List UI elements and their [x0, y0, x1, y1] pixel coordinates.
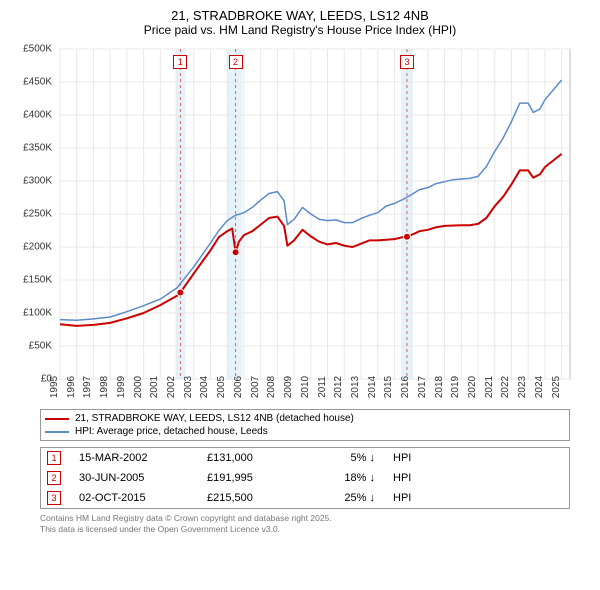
sale-hpi-label: HPI: [393, 472, 433, 484]
x-axis-tick-label: 2005: [216, 376, 227, 398]
x-axis-tick-label: 2016: [400, 376, 411, 398]
sale-hpi-label: HPI: [393, 492, 433, 504]
y-axis-tick-label: £350K: [23, 143, 52, 154]
x-axis-tick-label: 2002: [166, 376, 177, 398]
x-axis-tick-label: 2014: [367, 376, 378, 398]
sale-date: 02-OCT-2015: [79, 492, 189, 504]
legend-swatch: [45, 418, 69, 420]
x-axis-tick-label: 2000: [132, 376, 143, 398]
y-axis-tick-label: £500K: [23, 44, 52, 55]
x-axis-tick-label: 2010: [300, 376, 311, 398]
x-axis-tick-label: 2009: [283, 376, 294, 398]
x-axis-tick-label: 2023: [517, 376, 528, 398]
y-axis-tick-label: £250K: [23, 209, 52, 220]
chart-legend: 21, STRADBROKE WAY, LEEDS, LS12 4NB (det…: [40, 409, 570, 441]
sale-marker-flag: 2: [229, 55, 243, 69]
x-axis-tick-label: 2015: [383, 376, 394, 398]
x-axis-tick-label: 2001: [149, 376, 160, 398]
chart-title: 21, STRADBROKE WAY, LEEDS, LS12 4NB Pric…: [10, 8, 590, 37]
x-axis-tick-label: 2025: [551, 376, 562, 398]
sale-diff: 5% ↓: [315, 452, 375, 464]
sale-marker-flag: 3: [400, 55, 414, 69]
x-axis-tick-label: 2008: [266, 376, 277, 398]
x-axis-tick-label: 2012: [333, 376, 344, 398]
y-axis-tick-label: £100K: [23, 308, 52, 319]
x-axis-tick-label: 2018: [433, 376, 444, 398]
legend-label: HPI: Average price, detached house, Leed…: [75, 426, 268, 437]
x-axis-tick-label: 2024: [534, 376, 545, 398]
y-axis-tick-label: £450K: [23, 77, 52, 88]
legend-row: HPI: Average price, detached house, Leed…: [45, 425, 565, 438]
sale-price: £191,995: [207, 472, 297, 484]
sale-date: 30-JUN-2005: [79, 472, 189, 484]
x-axis-tick-label: 2019: [450, 376, 461, 398]
legend-row: 21, STRADBROKE WAY, LEEDS, LS12 4NB (det…: [45, 412, 565, 425]
x-axis-tick-label: 2022: [500, 376, 511, 398]
x-axis-tick-label: 2021: [484, 376, 495, 398]
legend-label: 21, STRADBROKE WAY, LEEDS, LS12 4NB (det…: [75, 413, 354, 424]
footer-line-1: Contains HM Land Registry data © Crown c…: [40, 513, 570, 524]
sale-row: 3 02-OCT-2015 £215,500 25% ↓ HPI: [41, 488, 569, 508]
x-axis-tick-label: 2007: [250, 376, 261, 398]
footer-attribution: Contains HM Land Registry data © Crown c…: [40, 513, 570, 535]
sale-marker-icon: 2: [47, 471, 61, 485]
sale-row: 2 30-JUN-2005 £191,995 18% ↓ HPI: [41, 468, 569, 488]
sale-diff: 25% ↓: [315, 492, 375, 504]
line-chart-svg: [30, 45, 590, 405]
y-axis-tick-label: £50K: [29, 341, 52, 352]
sale-diff: 18% ↓: [315, 472, 375, 484]
sale-date: 15-MAR-2002: [79, 452, 189, 464]
x-axis-tick-label: 1999: [116, 376, 127, 398]
y-axis-tick-label: £150K: [23, 275, 52, 286]
x-axis-tick-label: 2006: [233, 376, 244, 398]
chart-area: £0£50K£100K£150K£200K£250K£300K£350K£400…: [30, 45, 590, 405]
x-axis-tick-label: 1998: [99, 376, 110, 398]
title-line-1: 21, STRADBROKE WAY, LEEDS, LS12 4NB: [10, 8, 590, 23]
sale-marker-icon: 1: [47, 451, 61, 465]
sales-table: 1 15-MAR-2002 £131,000 5% ↓ HPI 2 30-JUN-2005 £…: [40, 447, 570, 509]
sale-row: 1 15-MAR-2002 £131,000 5% ↓ HPI: [41, 448, 569, 468]
x-axis-tick-label: 1995: [49, 376, 60, 398]
title-line-2: Price paid vs. HM Land Registry's House …: [10, 23, 590, 37]
x-axis-tick-label: 2013: [350, 376, 361, 398]
sale-marker-icon: 3: [47, 491, 61, 505]
sale-marker-flag: 1: [173, 55, 187, 69]
x-axis-tick-label: 1996: [66, 376, 77, 398]
y-axis-tick-label: £200K: [23, 242, 52, 253]
sale-hpi-label: HPI: [393, 452, 433, 464]
x-axis-tick-label: 2011: [317, 376, 328, 398]
x-axis-tick-label: 2004: [199, 376, 210, 398]
y-axis-tick-label: £300K: [23, 176, 52, 187]
x-axis-tick-label: 2003: [183, 376, 194, 398]
x-axis-tick-label: 1997: [82, 376, 93, 398]
footer-line-2: This data is licensed under the Open Gov…: [40, 524, 570, 535]
x-axis-tick-label: 2017: [417, 376, 428, 398]
x-axis-tick-label: 2020: [467, 376, 478, 398]
legend-swatch: [45, 431, 69, 433]
sale-price: £215,500: [207, 492, 297, 504]
y-axis-tick-label: £400K: [23, 110, 52, 121]
sale-price: £131,000: [207, 452, 297, 464]
